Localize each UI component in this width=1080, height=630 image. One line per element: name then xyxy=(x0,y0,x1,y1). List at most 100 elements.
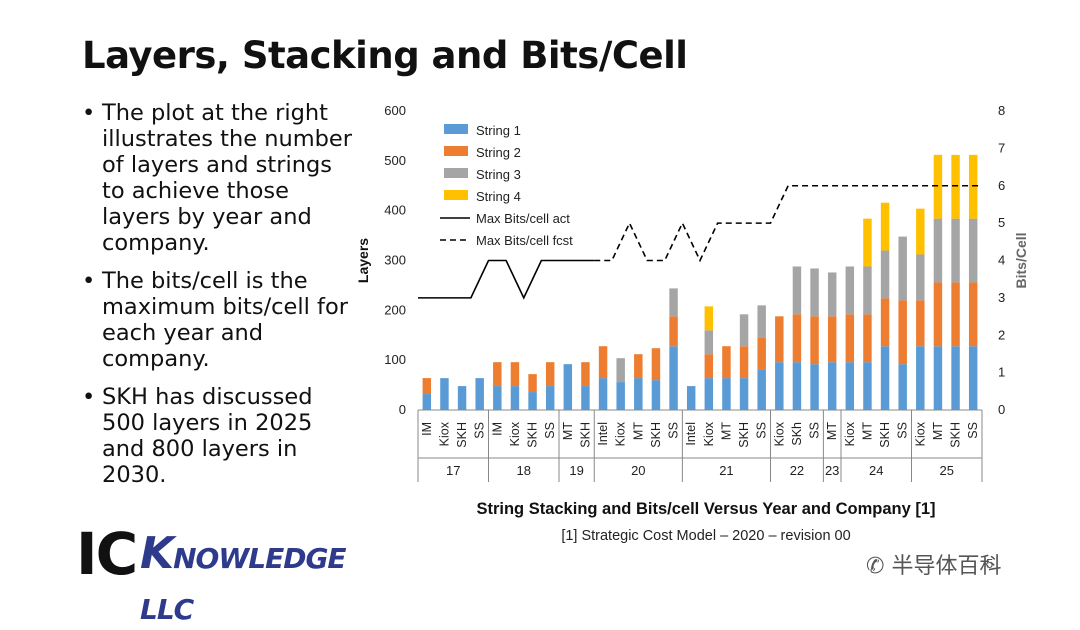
y-tick-label: 500 xyxy=(384,153,406,168)
bar-segment xyxy=(722,346,731,379)
bar-segment xyxy=(845,266,855,315)
bar-segment xyxy=(422,378,432,395)
bar-segment xyxy=(545,386,555,410)
bar-segment xyxy=(475,378,484,410)
bar-segment xyxy=(528,392,537,410)
bar-segment xyxy=(863,362,872,410)
bar-segment xyxy=(968,218,978,283)
x-category-label: MT xyxy=(719,422,733,440)
bar-segment xyxy=(898,236,907,301)
bullet-text: The bits/cell is the maximum bits/cell f… xyxy=(102,268,348,372)
bar-segment xyxy=(916,300,925,347)
bar-segment xyxy=(528,374,537,393)
bar-segment xyxy=(634,354,643,379)
x-category-label: SS xyxy=(966,422,980,439)
y2-tick-label: 5 xyxy=(998,215,1005,230)
bar-segment xyxy=(739,346,749,379)
x-year-label: 23 xyxy=(825,463,839,478)
bar-segment xyxy=(651,348,661,381)
bar-segment xyxy=(634,378,643,410)
y2-tick-label: 0 xyxy=(998,402,1005,417)
legend-swatch xyxy=(444,146,468,156)
y2-tick-label: 6 xyxy=(998,178,1005,193)
x-category-label: IM xyxy=(420,422,434,436)
bar-segment xyxy=(968,154,978,219)
bar-segment xyxy=(916,208,925,255)
bar-segment xyxy=(545,362,555,387)
x-category-label: Kiox xyxy=(843,421,857,446)
x-category-label: SKH xyxy=(878,422,892,448)
bar-segment xyxy=(933,218,943,283)
bar-segment xyxy=(616,358,625,383)
y-tick-label: 100 xyxy=(384,352,406,367)
bar-segment xyxy=(581,386,590,410)
bar-segment xyxy=(951,346,960,410)
bar-segment xyxy=(563,364,573,410)
legend-swatch xyxy=(444,124,468,134)
bar-segment xyxy=(704,330,714,355)
bar-segment xyxy=(863,266,872,315)
x-category-label: SKH xyxy=(526,422,540,448)
bar-segment xyxy=(933,346,943,410)
y2-tick-label: 3 xyxy=(998,290,1005,305)
bar-segment xyxy=(440,378,449,410)
bar-segment xyxy=(422,394,432,410)
bar-segment xyxy=(863,218,872,267)
x-category-label: MT xyxy=(561,422,575,440)
bar-segment xyxy=(951,154,960,219)
bar-segment xyxy=(493,362,502,387)
bar-segment xyxy=(598,378,608,410)
y-tick-label: 300 xyxy=(384,253,406,268)
x-category-label: SKH xyxy=(737,422,751,448)
logo-knowledge-text: KNOWLEDGE LLC xyxy=(140,528,376,630)
bar-segment xyxy=(810,268,819,317)
y-axis-title: Layers xyxy=(355,238,371,283)
x-category-label: SS xyxy=(543,422,557,439)
bar-segment xyxy=(651,380,661,410)
bar-segment xyxy=(457,386,467,410)
x-year-label: 19 xyxy=(569,463,583,478)
bits-cell-fcst-line xyxy=(594,184,982,263)
x-category-label: Kiox xyxy=(702,421,716,446)
bar-segment xyxy=(581,362,590,387)
bar-segment xyxy=(616,382,625,410)
legend-swatch xyxy=(444,168,468,178)
x-category-label: SS xyxy=(667,422,681,439)
bar-segment xyxy=(704,354,714,379)
logo-k-letter: K xyxy=(140,528,174,579)
x-category-label: Kiox xyxy=(508,421,522,446)
bar-segment xyxy=(739,378,749,410)
bar-segment xyxy=(775,316,784,363)
x-year-label: 25 xyxy=(940,463,954,478)
y2-axis-title: Bits/Cell xyxy=(1013,232,1029,288)
legend-label: Max Bits/cell act xyxy=(476,211,570,226)
bullet-item: • SKH has discussed 500 layers in 2025 an… xyxy=(80,384,360,488)
bar-segment xyxy=(704,378,714,410)
x-category-label: IM xyxy=(490,422,504,436)
x-category-label: SS xyxy=(473,422,487,439)
y-tick-label: 0 xyxy=(399,402,406,417)
bar-segment xyxy=(863,314,872,363)
bar-segment xyxy=(916,346,925,410)
bar-segment xyxy=(880,202,890,251)
wechat-icon: ✆ xyxy=(866,554,885,579)
x-category-label: SKh xyxy=(790,422,804,446)
x-year-label: 18 xyxy=(517,463,531,478)
legend-swatch xyxy=(444,190,468,200)
y2-tick-label: 4 xyxy=(998,253,1005,268)
x-year-label: 21 xyxy=(719,463,733,478)
bar-segment xyxy=(933,282,943,347)
bar-segment xyxy=(933,154,943,219)
y2-tick-label: 2 xyxy=(998,327,1005,342)
bar-segment xyxy=(810,316,819,365)
x-category-label: SKH xyxy=(578,422,592,448)
chart-caption: String Stacking and Bits/cell Versus Yea… xyxy=(476,500,936,518)
bullet-text: SKH has discussed 500 layers in 2025 and… xyxy=(102,384,313,488)
bar-segment xyxy=(827,316,837,363)
bullet-item: • The plot at the right illustrates the n… xyxy=(80,100,360,256)
bar-segment xyxy=(757,305,766,338)
bar-segment xyxy=(739,314,749,347)
bar-segment xyxy=(792,314,802,363)
x-category-label: MT xyxy=(860,422,874,440)
